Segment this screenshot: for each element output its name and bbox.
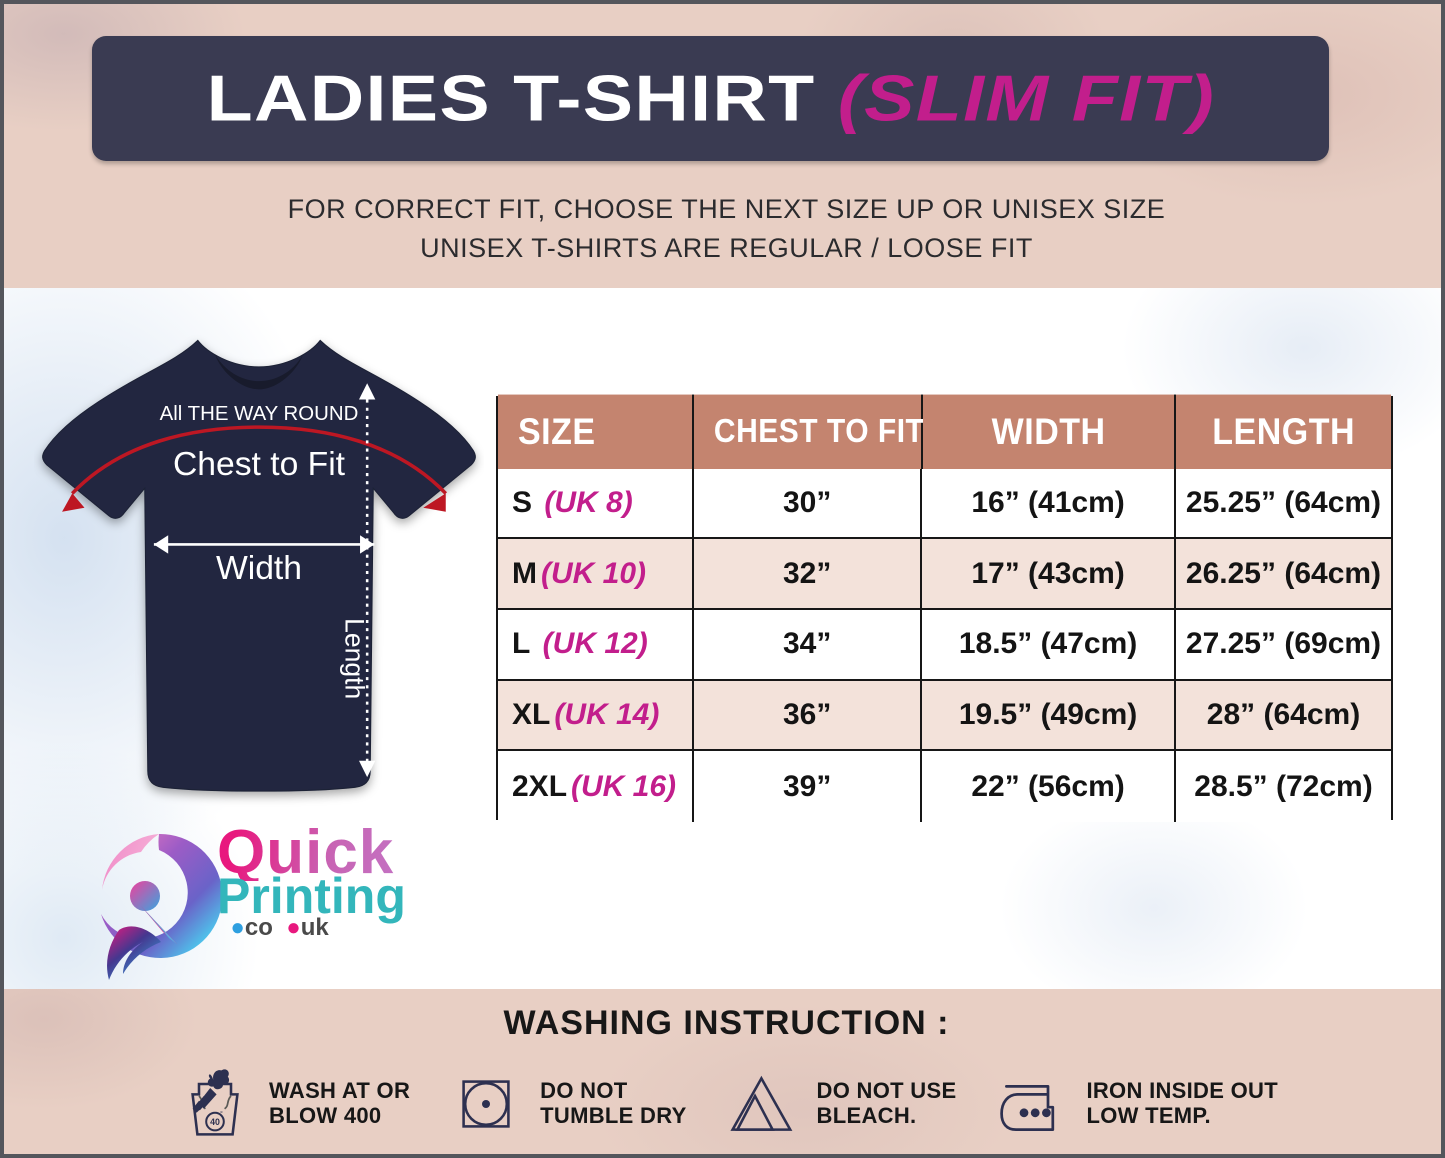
- svg-text:Width: Width: [216, 550, 302, 587]
- svg-text:Length: Length: [340, 618, 370, 699]
- svg-text:Chest to Fit: Chest to Fit: [173, 446, 346, 483]
- svg-text:40: 40: [210, 1117, 220, 1127]
- svg-text:°: °: [220, 1109, 223, 1118]
- svg-text:All THE WAY ROUND: All THE WAY ROUND: [160, 403, 359, 425]
